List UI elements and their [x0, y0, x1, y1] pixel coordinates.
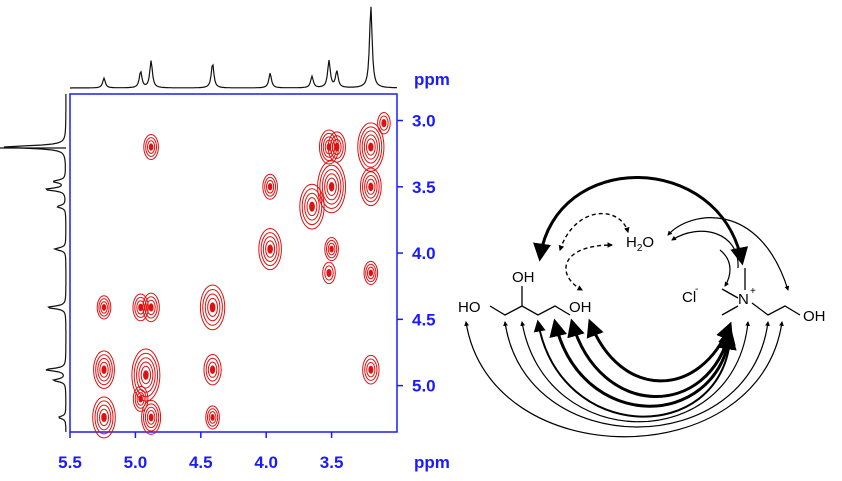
chloride-label: Cl — [682, 289, 696, 306]
diagonal-peak — [92, 396, 116, 439]
cross-peak — [205, 405, 220, 430]
y-tick-label: 5.0 — [412, 377, 436, 396]
arc-bottom-5 — [520, 321, 751, 423]
y-axis-ticks: 3.0 3.5 4.0 4.5 5.0 — [397, 112, 436, 396]
arc-bottom-7 — [464, 321, 784, 438]
cross-peak — [132, 385, 149, 412]
plot-frame — [69, 93, 398, 433]
nitrogen-label: N — [738, 291, 749, 308]
cross-peak — [327, 131, 346, 163]
contour-peaks — [92, 111, 391, 439]
x-tick-label: 4.5 — [189, 453, 213, 472]
y-tick-label: 3.5 — [412, 178, 436, 197]
glycerol-oh-left: HO — [458, 299, 481, 316]
choline-chain — [751, 302, 801, 316]
cross-peak — [322, 261, 336, 285]
cross-peak — [362, 354, 380, 385]
diagonal-peak — [299, 183, 325, 230]
arc-water-methyl — [671, 230, 739, 269]
x-tick-label: 4.0 — [254, 453, 278, 472]
arc-water-nch2 — [719, 249, 731, 287]
arc-glycerol-to-n — [533, 176, 749, 266]
x-tick-label: 3.5 — [320, 453, 344, 472]
n-methyl-left — [721, 288, 739, 299]
arc-bottom-3 — [549, 318, 737, 408]
arc-water-n — [667, 217, 790, 291]
cross-peak — [143, 134, 159, 161]
y-axis-unit-label: ppm — [414, 70, 450, 89]
nitrogen-charge: + — [750, 286, 756, 297]
arc-water-glycerol — [558, 212, 630, 252]
x-axis-ticks: 5.5 5.0 4.5 4.0 3.5 — [58, 432, 343, 472]
diagonal-peak — [357, 122, 385, 172]
y-tick-label: 4.0 — [412, 244, 436, 263]
arc-bottom-6 — [503, 321, 770, 428]
x-axis-unit-label: ppm — [414, 453, 450, 472]
cross-peak — [262, 173, 278, 200]
y-tick-label: 4.5 — [412, 310, 436, 329]
x-tick-label: 5.5 — [58, 453, 82, 472]
diagonal-peak — [317, 160, 347, 214]
diagonal-peak — [199, 284, 226, 331]
diagonal-peak — [258, 227, 282, 271]
arc-bottom-2 — [567, 318, 736, 398]
cross-peak — [359, 167, 382, 207]
cross-peak — [203, 354, 222, 386]
cross-peak — [141, 399, 162, 435]
x-tick-label: 5.0 — [124, 453, 148, 472]
cross-peak — [377, 111, 391, 135]
chloride-charge: - — [695, 284, 698, 295]
diagonal-peak — [131, 348, 161, 402]
cross-peak — [93, 350, 115, 390]
cross-peak — [363, 260, 379, 286]
y-tick-label: 3.0 — [412, 112, 436, 131]
glycerol-oh-middle: OH — [512, 269, 535, 286]
glycerol-oh-right: OH — [569, 299, 592, 316]
top-projection-trace — [70, 6, 398, 89]
water-label: H2O — [626, 234, 654, 254]
n-methyl-down — [721, 305, 739, 316]
cross-peak — [96, 295, 112, 320]
arc-bottom-4 — [533, 319, 736, 418]
cross-peak — [324, 236, 339, 262]
molecule-diagram: HO OH OH H2O Cl - N + OH — [458, 176, 826, 438]
arc-water-oh — [565, 242, 614, 291]
left-projection-trace — [3, 94, 67, 432]
noesy-spectrum: 5.5 5.0 4.5 4.0 3.5 3.0 3.5 4.0 4.5 5.0 ppm ppm — [0, 6, 450, 472]
cross-peak — [132, 293, 149, 322]
glycerol-bonds — [489, 305, 571, 316]
choline-oh: OH — [803, 308, 826, 325]
